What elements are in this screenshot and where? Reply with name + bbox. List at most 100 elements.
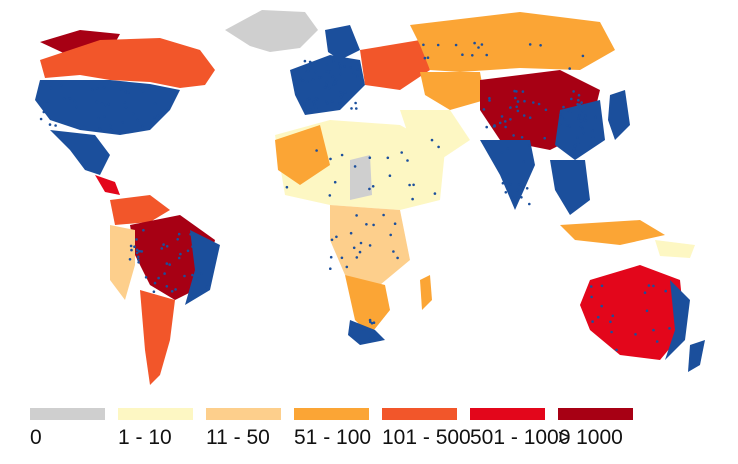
observation-dot — [340, 256, 344, 260]
observation-dot — [473, 41, 476, 45]
observation-dot — [136, 118, 139, 122]
observation-dot — [485, 125, 489, 129]
observation-dot — [355, 214, 358, 217]
observation-dot — [355, 256, 359, 259]
observation-dot — [515, 90, 518, 93]
observation-dot — [196, 293, 199, 297]
observation-dot — [333, 82, 337, 85]
observation-dot — [349, 231, 353, 235]
observation-dot — [498, 121, 502, 125]
observation-dot — [356, 74, 359, 78]
observation-dot — [590, 285, 593, 288]
observation-dot — [325, 83, 328, 87]
new-guinea — [655, 240, 695, 258]
observation-dot — [583, 103, 587, 107]
observation-dot — [100, 102, 104, 105]
observation-dot — [330, 238, 334, 242]
observation-dot — [326, 70, 330, 74]
observation-dot — [124, 106, 128, 109]
observation-dot — [137, 258, 140, 261]
observation-dot — [323, 86, 327, 89]
eastern-europe — [360, 40, 430, 90]
observation-dot — [318, 76, 321, 80]
observation-dot — [179, 252, 182, 256]
new-zealand — [688, 340, 705, 372]
observation-dot — [343, 65, 346, 68]
observation-dot — [544, 108, 548, 112]
observation-dot — [577, 106, 580, 110]
observation-dot — [506, 172, 509, 176]
observation-dot — [341, 93, 344, 97]
observation-dot — [647, 284, 651, 287]
observation-dot — [196, 277, 200, 281]
observation-dot — [314, 106, 318, 110]
observation-dot — [359, 241, 363, 245]
observation-dot — [580, 101, 583, 104]
observation-dot — [157, 276, 160, 280]
observation-dot — [579, 125, 583, 128]
observation-dot — [365, 223, 368, 226]
observation-dot — [371, 185, 375, 188]
observation-dot — [581, 127, 584, 130]
usa — [35, 80, 180, 135]
observation-dot — [573, 144, 577, 148]
observation-dot — [559, 113, 562, 116]
observation-dot — [509, 118, 512, 121]
observation-dot — [436, 43, 440, 47]
observation-dot — [510, 196, 514, 199]
observation-dot — [200, 272, 203, 276]
observation-dot — [45, 100, 48, 103]
observation-dot — [582, 131, 585, 135]
observation-dot — [325, 80, 329, 84]
observation-dot — [177, 256, 181, 260]
observation-dot — [368, 337, 372, 340]
observation-dot — [75, 105, 78, 109]
observation-dot — [674, 303, 677, 307]
south-africa — [348, 320, 385, 345]
observation-dot — [156, 114, 160, 117]
observation-dot — [525, 187, 529, 190]
observation-dot — [396, 256, 399, 260]
observation-dot — [520, 186, 524, 189]
observation-dot — [372, 334, 376, 338]
observation-dot — [153, 102, 157, 105]
observation-dot — [285, 185, 289, 189]
observation-dot — [600, 284, 604, 288]
observation-dot — [349, 66, 352, 69]
observation-dot — [576, 141, 580, 145]
central-america — [95, 175, 120, 195]
observation-dot — [135, 238, 138, 241]
observation-dot — [133, 245, 136, 248]
observation-dot — [305, 80, 309, 84]
observation-dot — [504, 191, 508, 194]
observation-dot — [594, 115, 597, 119]
observation-dot — [95, 100, 99, 104]
observation-dot — [39, 117, 43, 121]
observation-dot — [160, 247, 164, 250]
observation-dot — [430, 138, 434, 142]
observation-dot — [500, 115, 504, 118]
observation-dot — [339, 72, 342, 76]
observation-dot — [189, 233, 192, 236]
observation-dot — [130, 248, 133, 252]
legend-label: 11 - 50 — [206, 426, 270, 449]
observation-dot — [572, 90, 575, 93]
observation-dot — [568, 110, 572, 114]
observation-dot — [576, 136, 579, 139]
observation-dot — [141, 89, 145, 93]
observation-dot — [514, 96, 517, 100]
observation-dot — [461, 53, 464, 56]
observation-dot — [610, 330, 613, 334]
observation-dot — [165, 262, 169, 265]
legend-label: 0 — [30, 426, 42, 449]
observation-dot — [128, 258, 132, 261]
observation-dot — [368, 156, 372, 159]
china-east — [555, 100, 605, 160]
legend-label: 101 - 500 — [382, 426, 471, 449]
observation-dot — [565, 124, 569, 127]
observation-points — [39, 41, 677, 352]
observation-dot — [163, 272, 166, 275]
observation-dot — [590, 295, 593, 299]
observation-dot — [314, 97, 318, 100]
observation-dot — [488, 96, 491, 100]
